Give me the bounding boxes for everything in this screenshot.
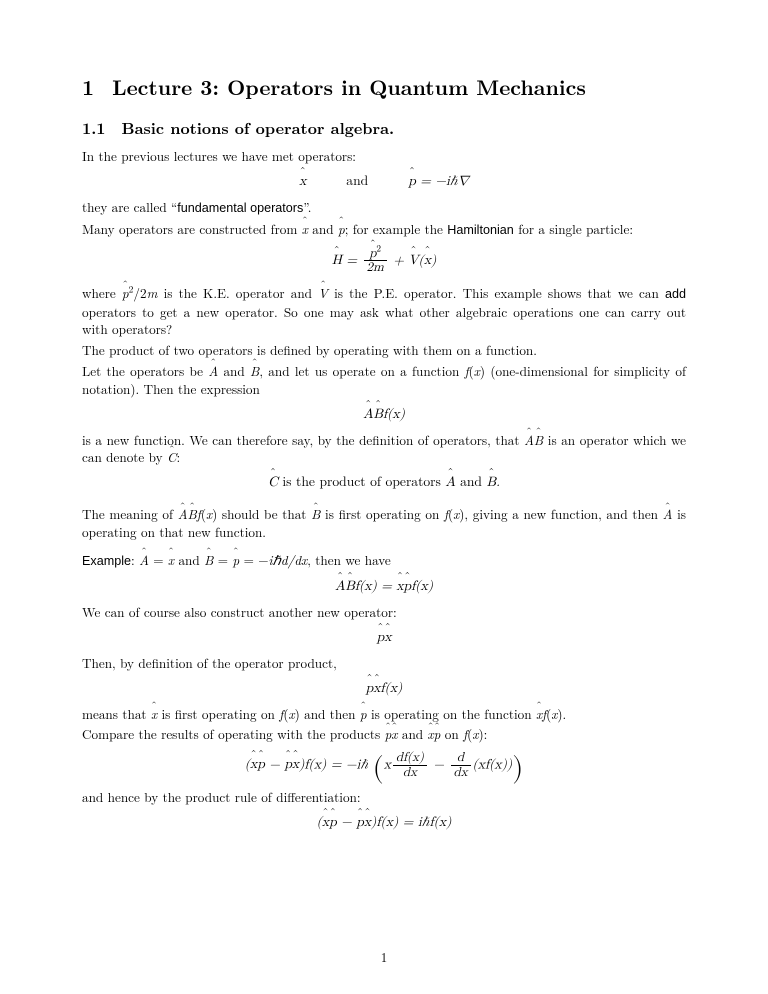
paragraph: The meaning of ABf(x) should be that B i…	[82, 505, 686, 541]
equation-eq3: ABf(x)	[82, 406, 686, 423]
paragraph: Many operators are constructed from x an…	[82, 220, 686, 239]
equation-eq7: pxf(x)	[82, 680, 686, 697]
text: where p2/2m is the K.E. operator and V i…	[82, 283, 665, 302]
subsection-number: 1.1	[82, 116, 106, 139]
paragraph: is a new function. We can therefore say,…	[82, 431, 686, 467]
paragraph: Then, by definition of the operator prod…	[82, 654, 686, 672]
equation-eq4: C is the product of operators A and B.	[82, 474, 686, 491]
equation-eq6: px	[82, 629, 686, 646]
subsection-heading: 1.1 Basic notions of operator algebra.	[82, 116, 686, 139]
equation-eq8: (xp − px)f(x) = −iℏ (xdf(x)dx − ddx(xf(x…	[82, 751, 686, 780]
paragraph: and hence by the product rule of differe…	[82, 788, 686, 806]
equation-eq2: H = p22m + V(x)	[82, 247, 686, 276]
equation-eq1: xandp = −iℏ∇	[82, 173, 686, 190]
equation-eq5: ABf(x) = xpf(x)	[82, 578, 686, 595]
section-heading: 1 Lecture 3: Operators in Quantum Mechani…	[82, 72, 686, 102]
page: 1 Lecture 3: Operators in Quantum Mechani…	[0, 0, 768, 994]
text: Many operators are constructed from x an…	[82, 219, 447, 238]
paragraph: Example: A = x and B = p = −iℏd/dx, then…	[82, 551, 686, 570]
section-title: Lecture 3: Operators in Quantum Mechanic…	[112, 72, 586, 102]
paragraph: We can of course also construct another …	[82, 603, 686, 621]
subsection-title: Basic notions of operator algebra.	[122, 116, 395, 139]
paragraph: The product of two operators is defined …	[82, 341, 686, 359]
equation-eq9: (xp − px)f(x) = iℏf(x)	[82, 814, 686, 831]
paragraph: where p2/2m is the K.E. operator and V i…	[82, 284, 686, 339]
section-number: 1	[82, 72, 94, 102]
paragraph: Compare the results of operating with th…	[82, 725, 686, 743]
paragraph: In the previous lectures we have met ope…	[82, 147, 686, 165]
paragraph: they are called “fundamental operators”.	[82, 198, 686, 217]
paragraph: Let the operators be A and B, and let us…	[82, 362, 686, 398]
page-number: 1	[0, 947, 768, 966]
